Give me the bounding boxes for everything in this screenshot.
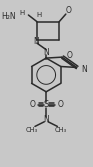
Text: O: O [29, 100, 35, 109]
Text: S: S [44, 100, 49, 109]
Text: H: H [36, 12, 41, 18]
Text: O: O [57, 100, 63, 109]
Text: CH₃: CH₃ [25, 127, 37, 133]
Text: N: N [81, 65, 87, 74]
Text: N: N [43, 48, 49, 57]
Text: O: O [66, 6, 72, 15]
Text: N: N [33, 37, 39, 46]
Text: N: N [43, 115, 49, 124]
Text: H: H [19, 10, 24, 16]
Text: O: O [67, 51, 73, 60]
Text: CH₃: CH₃ [55, 127, 67, 133]
Text: H₂N: H₂N [2, 12, 16, 21]
